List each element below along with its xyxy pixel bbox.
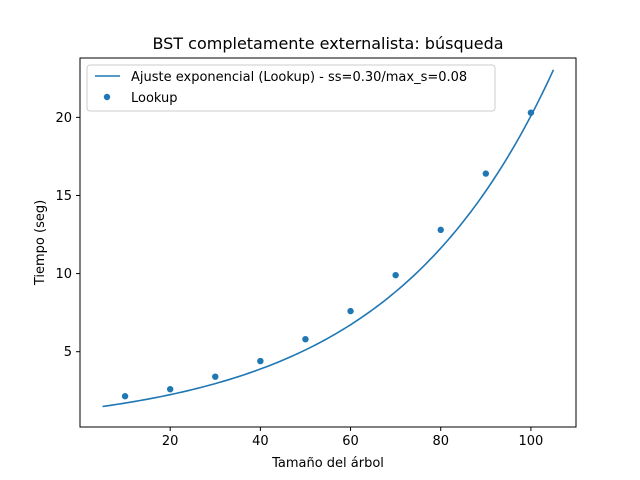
legend-scatter-swatch bbox=[103, 93, 111, 101]
axes-frame bbox=[79, 57, 577, 428]
data-point bbox=[437, 226, 444, 234]
x-tick-label: 100 bbox=[518, 434, 543, 449]
data-point bbox=[392, 271, 399, 279]
data-point bbox=[166, 385, 174, 393]
y-axis-label: Tiempo (seg) bbox=[33, 200, 48, 286]
data-point bbox=[121, 393, 129, 400]
data-point bbox=[302, 336, 309, 343]
x-tick-label: 40 bbox=[252, 434, 269, 449]
legend: Ajuste exponencial (Lookup) - ss=0.30/ma… bbox=[86, 64, 496, 112]
data-point bbox=[347, 307, 354, 315]
data-point bbox=[482, 170, 490, 177]
y-tick-label: 5 bbox=[64, 345, 72, 360]
y-tick-label: 10 bbox=[55, 267, 72, 282]
legend-fit-label: Ajuste exponencial (Lookup) - ss=0.30/ma… bbox=[131, 70, 467, 85]
plot-area bbox=[102, 69, 555, 408]
y-tick-label: 20 bbox=[55, 111, 72, 126]
fit-line bbox=[102, 69, 555, 408]
x-tick-label: 20 bbox=[162, 434, 179, 449]
legend-box bbox=[86, 64, 496, 112]
y-tick-label: 15 bbox=[55, 189, 72, 204]
x-tick-label: 60 bbox=[342, 434, 359, 449]
x-tick-label: 80 bbox=[432, 434, 449, 449]
axis-ticks: 20 40 60 80 100 5 10 15 20 bbox=[55, 111, 543, 449]
data-point bbox=[527, 109, 535, 116]
legend-scatter-label: Lookup bbox=[131, 91, 178, 106]
x-axis-label: Tamaño del árbol bbox=[271, 456, 384, 471]
data-point bbox=[212, 373, 219, 380]
chart-title: BST completamente externalista: búsqueda bbox=[152, 34, 503, 53]
data-point bbox=[257, 357, 264, 365]
